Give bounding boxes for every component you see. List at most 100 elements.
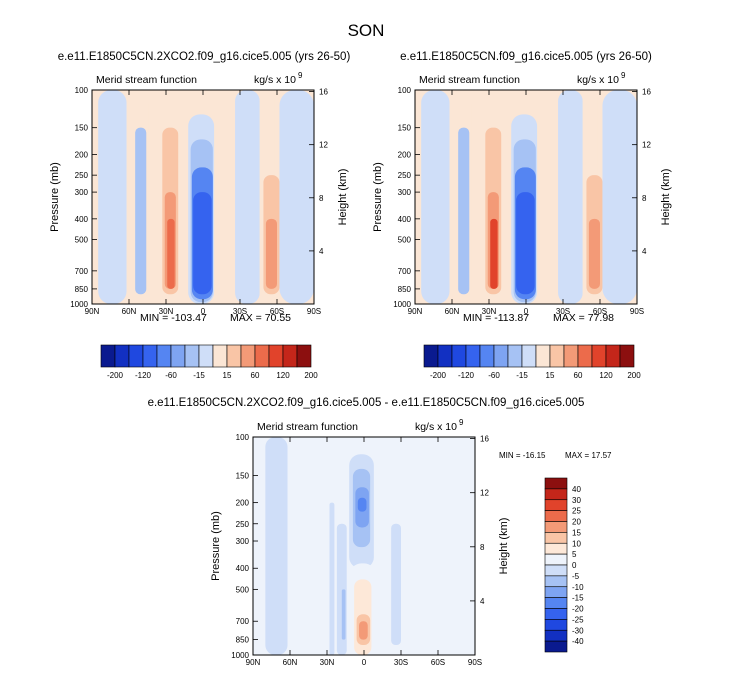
colorbar-box bbox=[544, 629, 568, 642]
colorbar-label: 60 bbox=[251, 371, 260, 380]
x-tick-label: 30S bbox=[556, 307, 570, 316]
contour-cell bbox=[92, 90, 99, 304]
max-label: MAX = 77.98 bbox=[553, 312, 614, 324]
units-label: kg/s x 10 bbox=[415, 421, 457, 433]
colorbar-box bbox=[605, 344, 621, 368]
y2-tick-label: 12 bbox=[319, 141, 328, 150]
contour-cell bbox=[235, 90, 260, 304]
colorbar-box bbox=[591, 344, 607, 368]
colorbar-box bbox=[437, 344, 453, 368]
field-name-label: Merid stream function bbox=[96, 74, 197, 86]
colorbar-box bbox=[549, 344, 565, 368]
contour-cell bbox=[357, 497, 367, 512]
colorbar-box bbox=[544, 640, 568, 653]
colorbar-box bbox=[544, 510, 568, 522]
colorbar-box bbox=[254, 344, 270, 368]
contour-fills bbox=[415, 90, 637, 304]
contour-cell bbox=[193, 192, 212, 295]
min-label: MIN = -16.15 bbox=[499, 451, 546, 460]
colorbar-box bbox=[544, 608, 568, 620]
y2-tick-label: 8 bbox=[480, 543, 485, 552]
y2-tick-label: 8 bbox=[642, 194, 647, 203]
y2-tick-label: 16 bbox=[319, 88, 328, 97]
colorbar-label: -60 bbox=[165, 371, 177, 380]
y2-tick-label: 16 bbox=[642, 88, 651, 97]
contour-cell bbox=[215, 90, 231, 304]
y-tick-label: 250 bbox=[75, 171, 89, 180]
y-tick-label: 400 bbox=[398, 215, 412, 224]
contour-cell bbox=[178, 90, 187, 304]
x-tick-label: 90S bbox=[468, 658, 482, 667]
panel-top-left: e.e11.E1850C5CN.2XCO2.f09_g16.cice5.005 … bbox=[49, 51, 350, 324]
contour-cell bbox=[376, 502, 389, 622]
colorbar-box bbox=[226, 344, 242, 368]
contour-cell bbox=[265, 437, 288, 655]
colorbar-box bbox=[507, 344, 523, 368]
y2-tick-label: 12 bbox=[642, 141, 651, 150]
panel-title: e.e11.E1850C5CN.2XCO2.f09_g16.cice5.005 … bbox=[58, 51, 351, 63]
colorbar-box bbox=[544, 564, 568, 577]
y-tick-label: 700 bbox=[75, 267, 89, 276]
y-tick-label: 700 bbox=[398, 267, 412, 276]
contour-cell bbox=[401, 437, 475, 655]
colorbar-top-right: -200 -120 -60 -15 15 60 120 200 bbox=[423, 344, 641, 380]
field-name-label: Merid stream function bbox=[419, 74, 520, 86]
y-tick-label: 100 bbox=[398, 86, 412, 95]
colorbar-label: -15 bbox=[193, 371, 205, 380]
min-label: MIN = -113.87 bbox=[463, 312, 529, 324]
y-tick-label: 300 bbox=[398, 188, 412, 197]
y-tick-label: 250 bbox=[398, 171, 412, 180]
x-tick-label: 60N bbox=[283, 658, 298, 667]
colorbar-label: -120 bbox=[458, 371, 475, 380]
panel-title: e.e11.E1850C5CN.f09_g16.cice5.005 (yrs 2… bbox=[400, 51, 652, 63]
x-tick-label: 30S bbox=[394, 658, 408, 667]
colorbar-box bbox=[619, 344, 635, 368]
contour-cell bbox=[391, 523, 401, 646]
colorbar-box bbox=[142, 344, 158, 368]
contour-cell bbox=[287, 437, 327, 655]
colorbar-label: 30 bbox=[572, 496, 581, 505]
y2-tick-label: 8 bbox=[319, 194, 324, 203]
colorbar-box bbox=[563, 344, 579, 368]
colorbar-label: -40 bbox=[572, 637, 584, 646]
y-tick-label: 100 bbox=[236, 433, 250, 442]
y-tick-label: 850 bbox=[398, 285, 412, 294]
contour-cell bbox=[167, 218, 175, 289]
contour-cell bbox=[421, 90, 450, 304]
contour-cell bbox=[329, 502, 335, 655]
colorbar-label: 40 bbox=[572, 485, 581, 494]
colorbar-label: 120 bbox=[276, 371, 290, 380]
colorbar-label: 60 bbox=[574, 371, 583, 380]
contour-cell bbox=[516, 192, 535, 295]
panel-title: e.e11.E1850C5CN.2XCO2.f09_g16.cice5.005 … bbox=[148, 397, 585, 409]
colorbar-label: 200 bbox=[304, 371, 318, 380]
contour-cell bbox=[135, 127, 147, 295]
colorbar-box bbox=[128, 344, 144, 368]
colorbar-top-left: -200 -120 -60 -15 15 60 120 200 bbox=[100, 344, 318, 380]
y-tick-label: 200 bbox=[236, 499, 250, 508]
colorbar-box bbox=[544, 586, 568, 598]
x-tick-label: 90N bbox=[408, 307, 423, 316]
colorbar-label: 5 bbox=[572, 550, 577, 559]
min-label: MIN = -103.47 bbox=[140, 312, 207, 324]
y-tick-label: 300 bbox=[236, 537, 250, 546]
y2-axis-label: Height (km) bbox=[660, 169, 672, 226]
colorbar-box bbox=[544, 488, 568, 501]
colorbar-label: -15 bbox=[572, 594, 584, 603]
colorbar-box bbox=[114, 344, 130, 368]
colorbar-label: -200 bbox=[430, 371, 447, 380]
y-tick-label: 500 bbox=[75, 236, 89, 245]
field-name-label: Merid stream function bbox=[257, 421, 358, 433]
colorbar-box bbox=[544, 575, 568, 588]
x-tick-label: 30N bbox=[482, 307, 497, 316]
colorbar-box bbox=[544, 597, 568, 609]
colorbar-label: 25 bbox=[572, 507, 581, 516]
y2-tick-label: 12 bbox=[480, 489, 489, 498]
x-tick-label: 30N bbox=[320, 658, 335, 667]
colorbar-box bbox=[493, 344, 509, 368]
y-tick-label: 150 bbox=[75, 124, 89, 133]
colorbar-box bbox=[423, 344, 439, 368]
y-tick-label: 200 bbox=[75, 150, 89, 159]
y2-tick-label: 4 bbox=[642, 247, 647, 256]
